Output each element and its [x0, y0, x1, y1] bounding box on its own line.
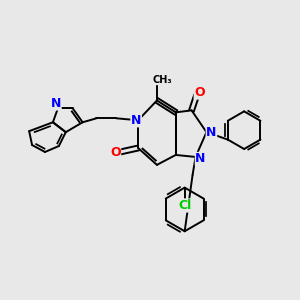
- Text: N: N: [195, 152, 206, 165]
- Text: N: N: [131, 114, 141, 127]
- Text: O: O: [110, 146, 121, 160]
- Text: N: N: [51, 97, 61, 110]
- Text: CH₃: CH₃: [152, 75, 172, 85]
- Text: Cl: Cl: [178, 199, 191, 212]
- Text: N: N: [206, 126, 217, 139]
- Text: O: O: [194, 86, 205, 99]
